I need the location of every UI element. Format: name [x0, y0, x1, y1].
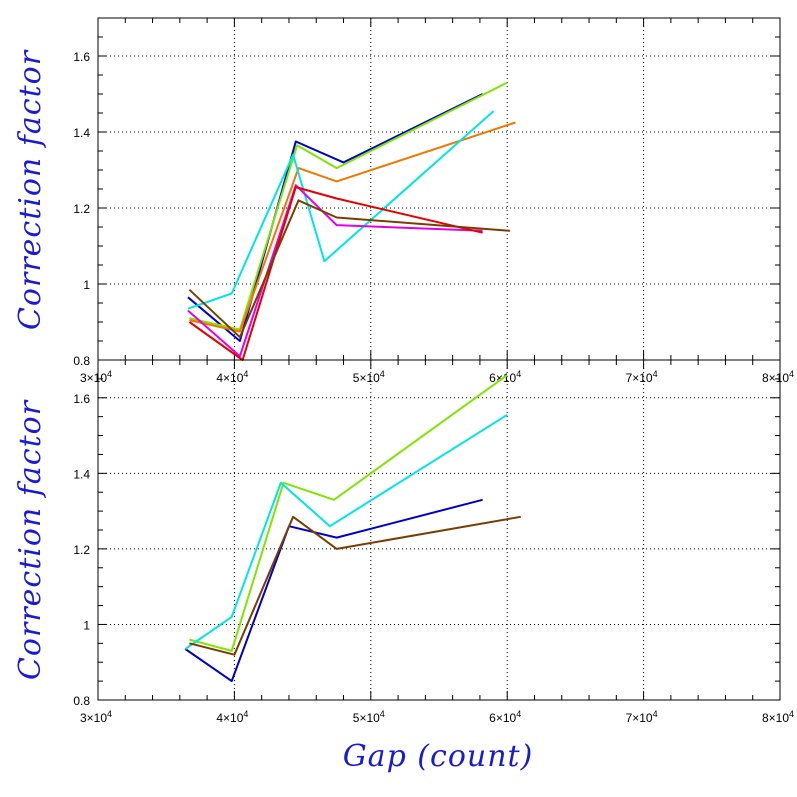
upper-y-tick-label: 1 [83, 278, 90, 292]
lower-x-tick-label: 5×104 [353, 709, 385, 725]
upper-series-line-3 [187, 110, 495, 310]
lower-plot-frame [97, 359, 781, 701]
upper-series-line-5 [188, 186, 483, 361]
upper-y-tick-label: 1.2 [73, 202, 90, 216]
lower-x-tick-label: 7×104 [626, 709, 658, 725]
upper-x-tick-label: 7×104 [626, 369, 658, 385]
lower-x-tick-label: 8×104 [762, 709, 794, 725]
lower-y-tick-label: 1.2 [73, 543, 90, 557]
lower-series-line-2 [184, 413, 508, 650]
lower-y-axis-title: Correction factor [13, 399, 48, 680]
upper-x-tick-label: 8×104 [762, 369, 794, 385]
upper-x-tick-label: 3×104 [80, 369, 112, 385]
x-axis-title: Gap (count) [343, 739, 534, 774]
upper-y-tick-label: 0.8 [73, 354, 90, 368]
lower-series-line-3 [189, 515, 521, 656]
upper-x-tick-label: 5×104 [353, 369, 385, 385]
upper-y-tick-label: 1.6 [73, 50, 90, 64]
lower-y-tick-label: 0.8 [73, 694, 90, 708]
upper-series-line-1 [189, 81, 508, 331]
lower-series-line-1 [189, 374, 508, 652]
lower-panel: 0.8 1 1.2 1.4 1.6 3×104 4×104 5×104 6×104 7×104 8×… [73, 359, 794, 725]
lower-x-tick-label: 3×104 [80, 709, 112, 725]
lower-y-tick-label: 1 [83, 618, 90, 632]
upper-y-axis-title: Correction factor [13, 49, 48, 330]
lower-x-tick-label: 6×104 [489, 709, 521, 725]
lower-y-tick-label: 1.4 [73, 467, 90, 481]
upper-series-line-2 [189, 121, 516, 333]
upper-y-tick-label: 1.4 [73, 126, 90, 140]
upper-series-line-6 [188, 199, 510, 339]
lower-y-tick-label: 1.6 [73, 392, 90, 406]
upper-panel: 0.811.21.41.63×104 4×104 5×104 6×104 7×104 8×… [73, 17, 794, 385]
upper-series-line-4 [187, 184, 483, 358]
upper-x-tick-label: 4×104 [216, 369, 248, 385]
lower-x-tick-label: 4×104 [216, 709, 248, 725]
